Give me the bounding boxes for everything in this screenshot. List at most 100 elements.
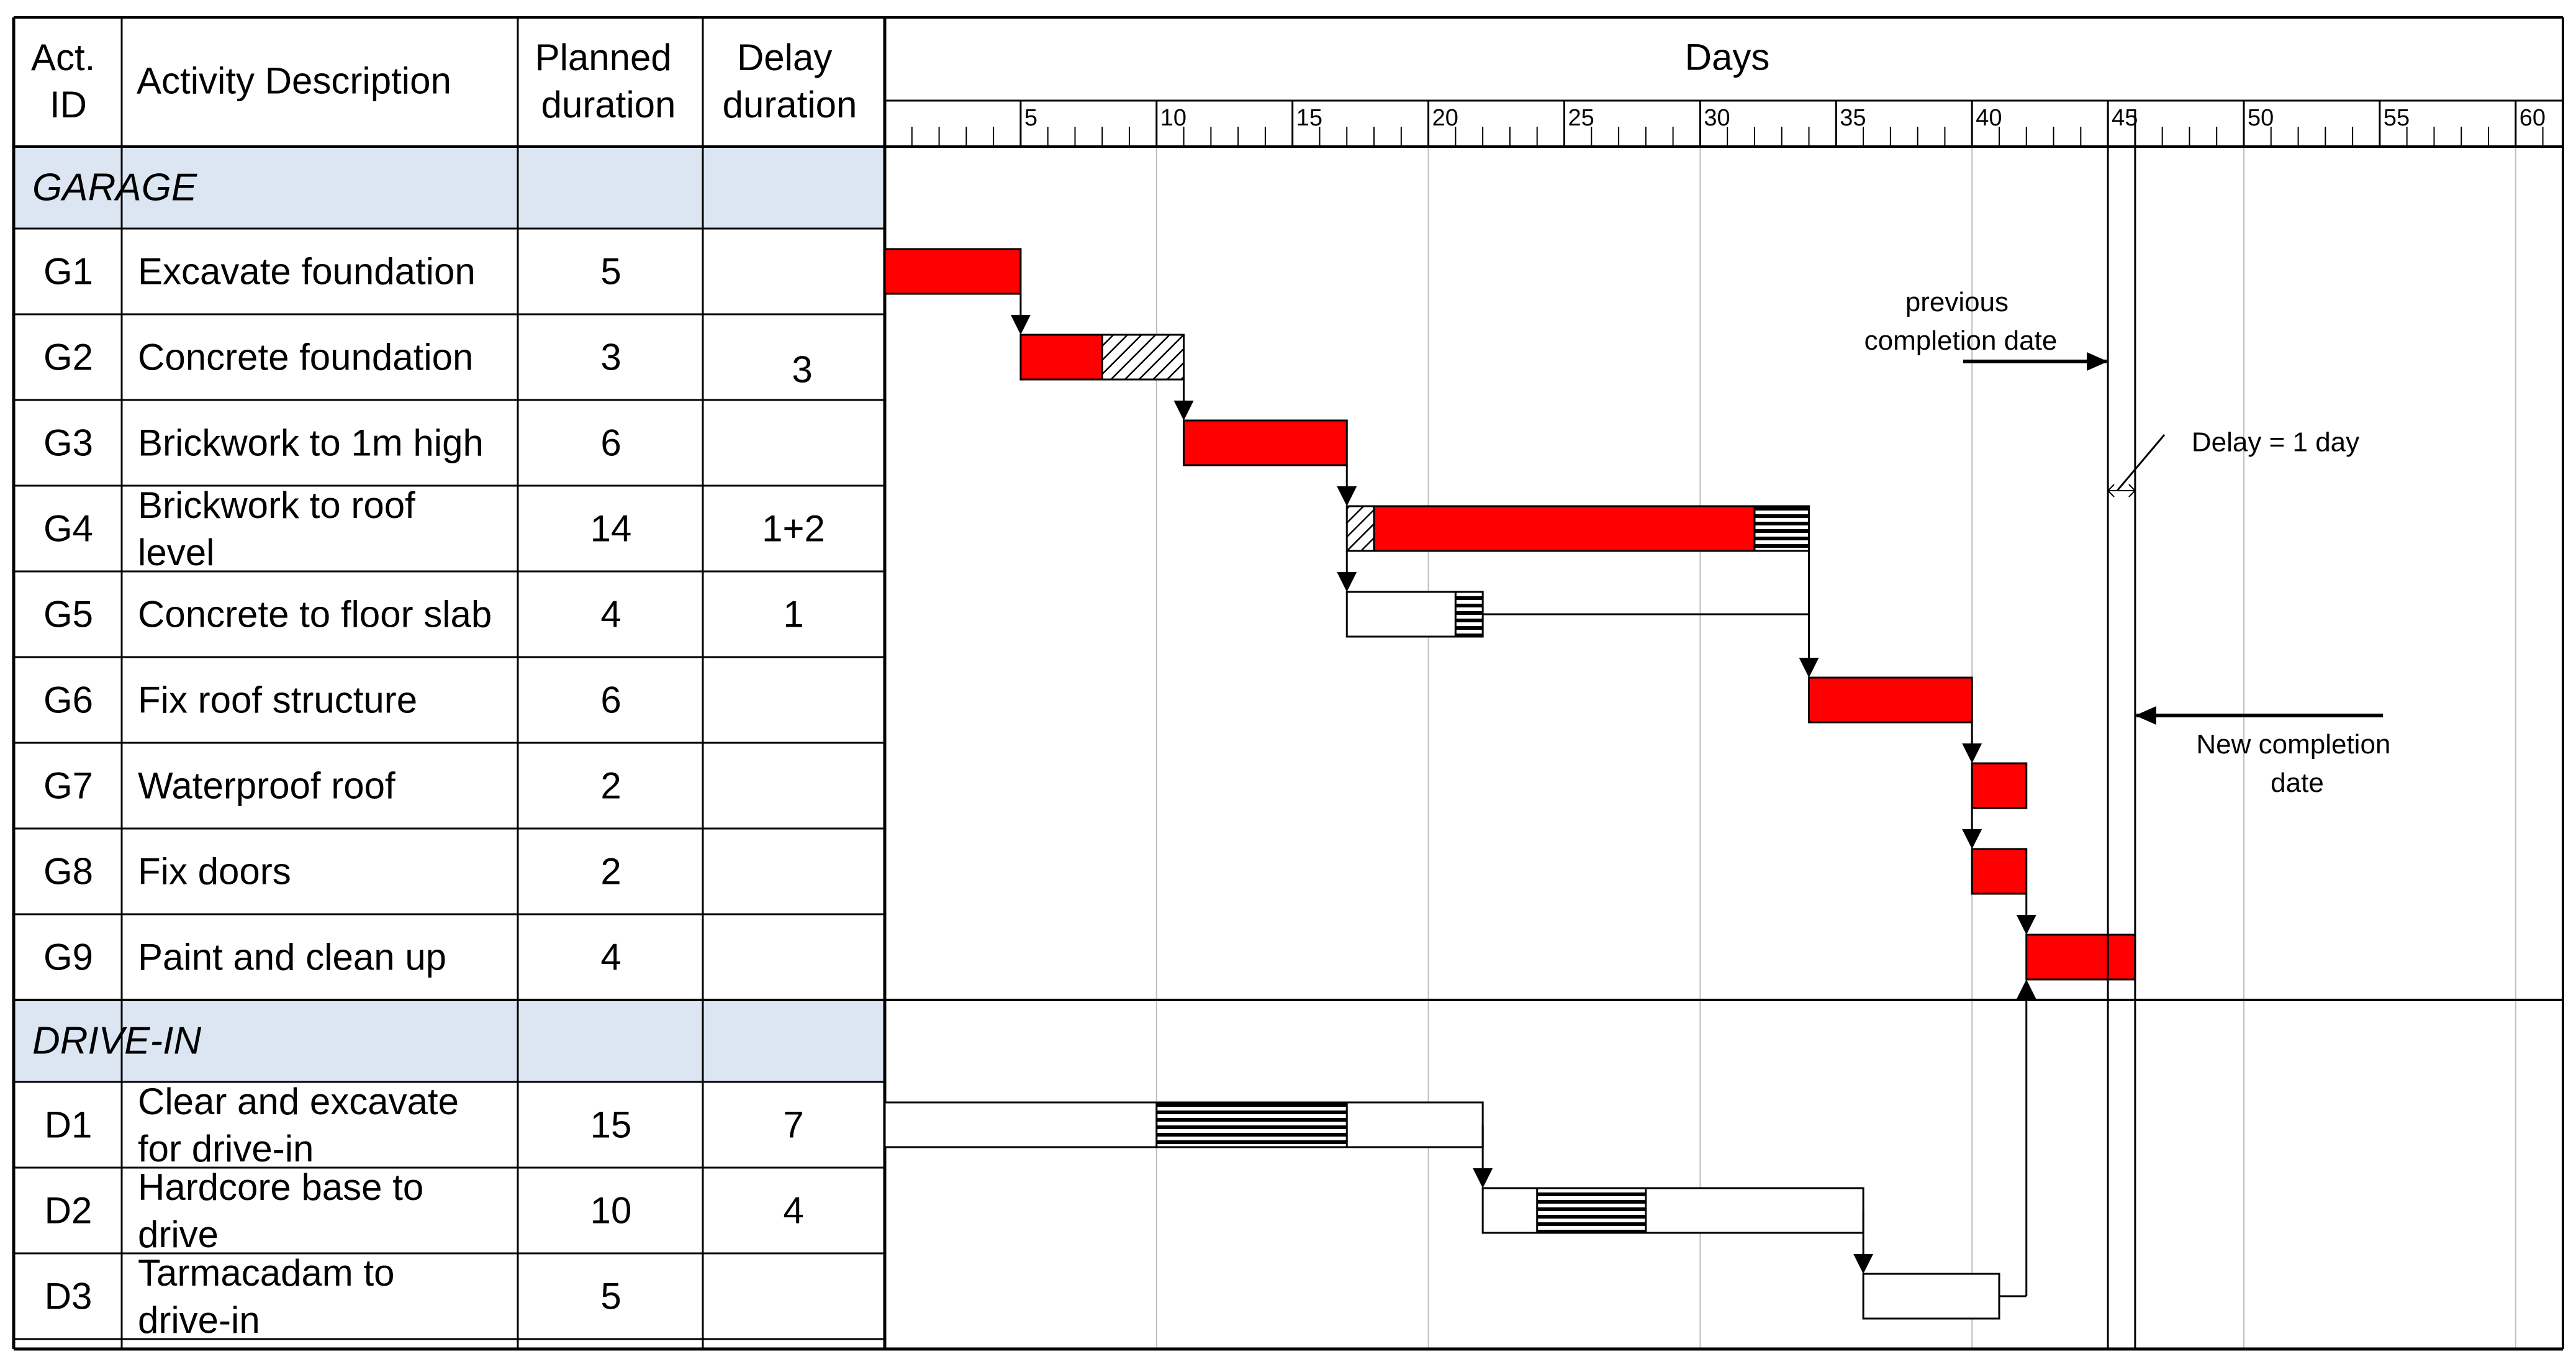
description-line: level: [138, 532, 214, 573]
bar-critical: [884, 248, 1022, 295]
activity-description: Excavate foundation: [138, 251, 476, 293]
planned-duration: 14: [590, 508, 632, 550]
arrow-head-icon: [1010, 315, 1031, 335]
activity-id: D2: [45, 1190, 93, 1232]
day-ruler: 5 10 15 20 25 30 35 40 45 50 55 60: [885, 99, 2563, 147]
section-band-drive-in: [14, 1000, 885, 1082]
header-days: Days: [1685, 37, 1770, 78]
description-line: drive: [138, 1214, 219, 1255]
planned-duration: 2: [600, 851, 621, 892]
arrow-head-icon: [1337, 486, 1357, 506]
activity-id: G5: [43, 594, 93, 635]
gantt-bars: [884, 248, 2136, 1320]
bar-critical: [1183, 419, 1348, 466]
description-line: drive-in: [138, 1299, 260, 1341]
arrow-head-icon: [1173, 401, 1194, 420]
planned-duration: 6: [600, 679, 621, 721]
ruler-tick-label: 15: [1296, 105, 1322, 131]
ruler-tick-label: 40: [1976, 105, 2002, 131]
activity-id: D3: [45, 1276, 93, 1317]
section-band-garage: [14, 147, 885, 229]
bar-critical: [1808, 676, 1973, 724]
activity-description: Brickwork to roof level: [138, 484, 415, 573]
arrow-head-icon: [2016, 979, 2036, 999]
delay-duration: 1+2: [762, 508, 825, 550]
header-delay-duration: Delay duration: [723, 37, 857, 125]
activity-id: G2: [43, 337, 93, 378]
activity-description: Fix roof structure: [138, 679, 417, 721]
activity-id: G1: [43, 251, 93, 293]
dependency-arrows: [1010, 294, 2036, 1297]
ruler-tick-label: 50: [2248, 105, 2274, 131]
bar-critical: [1971, 848, 2028, 895]
bar-critical: [2025, 933, 2136, 981]
delay-leader-line: [2116, 434, 2166, 491]
ruler-tick-label: 25: [1568, 105, 1594, 131]
description-line: Tarmacadam to: [138, 1252, 395, 1294]
bar-delay-horizontal: [1454, 591, 1484, 638]
bar-delay-horizontal: [1753, 505, 1810, 552]
bar-delay-horizontal: [1536, 1187, 1647, 1234]
arrow-head-icon: [1473, 1168, 1493, 1188]
planned-duration: 10: [590, 1190, 632, 1232]
section-title: GARAGE: [32, 166, 197, 209]
activity-description: Concrete to floor slab: [138, 594, 492, 635]
arrow-head-icon: [1962, 829, 1982, 849]
description-line: for drive-in: [138, 1128, 314, 1169]
delay-note: Delay = 1 day: [2192, 427, 2359, 458]
ruler-tick-label: 60: [2520, 105, 2546, 131]
table-rows: GARAGE G1 Excavate foundation 5 G2 Concrete f…: [32, 166, 825, 1341]
delay-bracket-right: [2128, 484, 2136, 497]
activity-description: Hardcore base to drive: [138, 1166, 423, 1255]
bar-delay-horizontal: [1155, 1101, 1348, 1148]
bar-delay-diagonal: [1345, 505, 1375, 552]
planned-duration: 5: [600, 1276, 621, 1317]
arrow-head-icon: [1799, 658, 1819, 678]
activity-id: G8: [43, 851, 93, 892]
ruler-tick-label: 5: [1024, 105, 1037, 131]
section-title: DRIVE-IN: [32, 1020, 201, 1063]
activity-description: Tarmacadam to drive-in: [138, 1252, 395, 1341]
activity-id: G9: [43, 937, 93, 978]
ruler-tick-label: 35: [1840, 105, 1866, 131]
activity-description: Brickwork to 1m high: [138, 422, 484, 464]
new-completion-label: New completion date: [2196, 729, 2398, 798]
planned-duration: 4: [600, 594, 621, 635]
delay-duration: 7: [783, 1104, 803, 1146]
ruler-tick-label: 55: [2384, 105, 2410, 131]
header-planned-duration: Planned duration: [535, 37, 682, 125]
activity-description: Fix doors: [138, 851, 291, 892]
delay-bracket-icon: [2107, 484, 2136, 497]
delay-duration: 1: [783, 594, 803, 635]
activity-id: G6: [43, 679, 93, 721]
previous-completion-label: previous completion date: [1864, 287, 2058, 356]
delay-duration: 4: [783, 1190, 803, 1232]
description-line: Hardcore base to: [138, 1166, 423, 1208]
ruler-tick-label: 45: [2112, 105, 2138, 131]
bar-critical: [1373, 505, 1756, 552]
ruler-tick-label: 20: [1432, 105, 1458, 131]
bar-noncritical: [1862, 1273, 2000, 1320]
bar-critical: [1019, 334, 1103, 381]
planned-duration: 3: [600, 337, 621, 378]
description-line: Clear and excavate: [138, 1081, 459, 1122]
planned-duration: 2: [600, 765, 621, 807]
header-activity-description: Activity Description: [137, 60, 451, 102]
arrow-head-icon: [1853, 1254, 1874, 1274]
ruler-tick-label: 10: [1160, 105, 1186, 131]
planned-duration: 5: [600, 251, 621, 293]
arrow-head-icon: [2016, 915, 2036, 935]
header-act-id: Act. ID: [31, 37, 106, 125]
activity-id: D1: [45, 1104, 93, 1146]
activity-description: Waterproof roof: [138, 765, 395, 807]
activity-id: G3: [43, 422, 93, 464]
delay-bracket-left: [2107, 484, 2115, 497]
table-header: Act. ID Activity Description Planned dur…: [31, 37, 1769, 125]
activity-description: Concrete foundation: [138, 337, 473, 378]
table-lines: [12, 16, 2564, 1351]
bar-noncritical: [1345, 591, 1457, 638]
planned-duration: 4: [600, 937, 621, 978]
bar-critical: [1971, 762, 2028, 809]
arrow-head-icon: [1337, 572, 1357, 592]
activity-id: G4: [43, 508, 93, 550]
